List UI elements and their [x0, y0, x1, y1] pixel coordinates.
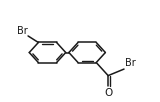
Text: O: O	[104, 88, 112, 98]
Text: Br: Br	[16, 26, 27, 35]
Text: Br: Br	[125, 58, 136, 68]
